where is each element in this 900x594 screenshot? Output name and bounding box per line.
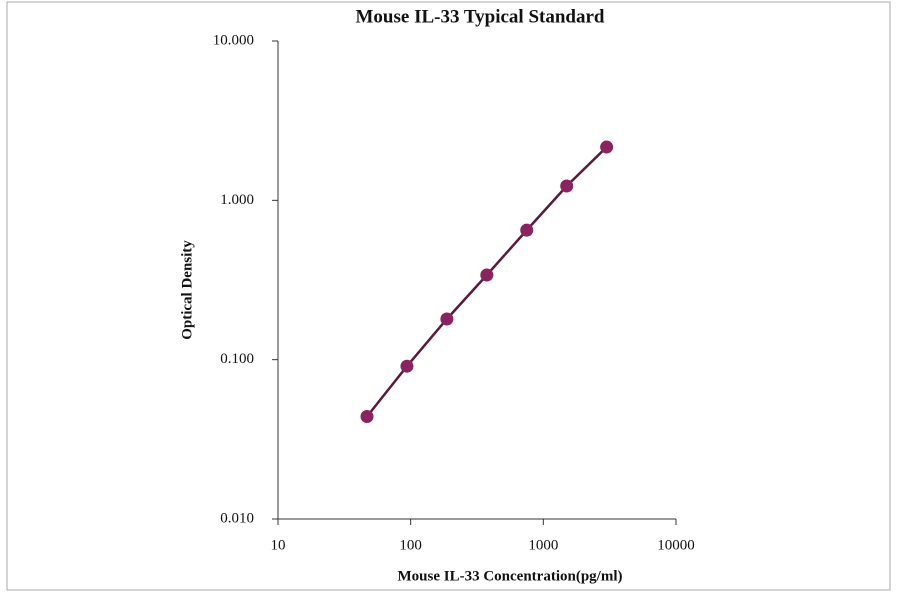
- chart-title: Mouse IL-33 Typical Standard: [356, 6, 605, 27]
- data-point: [400, 359, 414, 373]
- x-tick-label: 10: [271, 537, 286, 553]
- data-point: [520, 223, 534, 237]
- data-point: [440, 312, 454, 326]
- data-point: [600, 140, 614, 154]
- data-point: [360, 409, 374, 423]
- x-axis-label: Mouse IL-33 Concentration(pg/ml): [398, 568, 623, 584]
- x-tick-label: 1000: [528, 537, 558, 553]
- y-tick-label: 0.100: [220, 351, 254, 367]
- data-point: [560, 179, 574, 193]
- y-tick-label: 10.000: [213, 32, 254, 48]
- y-tick-label: 1.000: [220, 192, 254, 208]
- y-axis-label: Optical Density: [179, 240, 195, 340]
- y-tick-label: 0.010: [220, 510, 254, 526]
- frame: [6, 1, 891, 591]
- x-tick-label: 100: [399, 537, 422, 553]
- x-tick-label: 10000: [657, 537, 695, 553]
- data-point: [480, 268, 494, 282]
